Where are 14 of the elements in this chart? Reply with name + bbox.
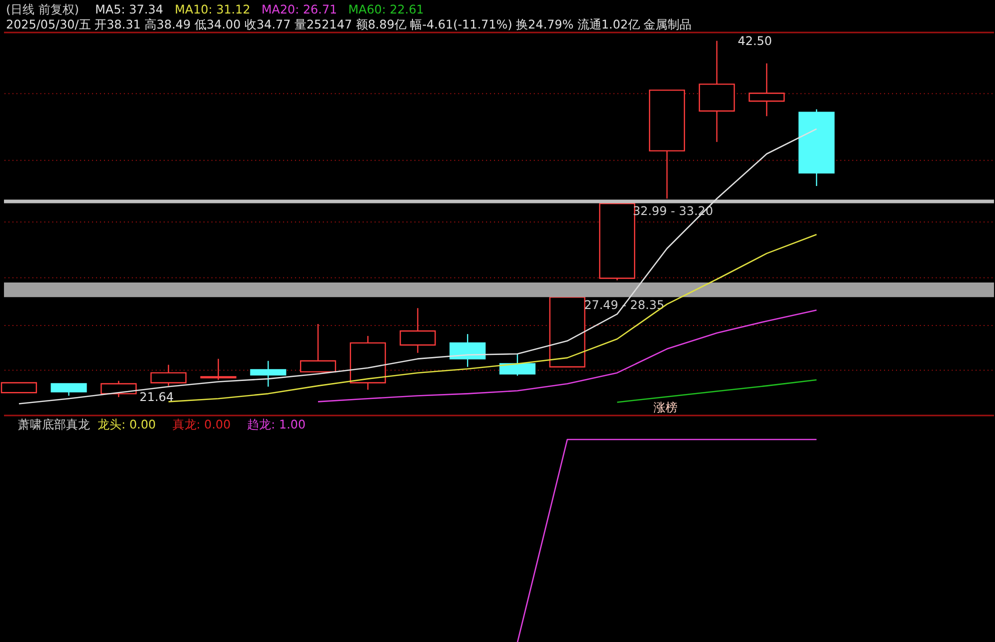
- text: 趋龙: 1.00: [247, 417, 306, 432]
- chart-subtitle: 2025/05/30/五 开38.31 高38.49 低34.00 收34.77 量252147 额8.89亿 幅-4.61(-11.71%) 换24.79% 流通1.02亿 金属制品: [6, 17, 692, 32]
- text: MA60: 22.61: [348, 2, 424, 17]
- annotation: 42.50: [738, 34, 772, 48]
- text: MA5: 37.34: [95, 2, 164, 17]
- annotation: 21.64: [140, 390, 174, 404]
- chart-title: 萧啸底部真龙: [18, 417, 90, 432]
- text: 龙头: 0.00: [98, 417, 156, 432]
- text: MA20: 26.71: [261, 2, 338, 17]
- text: MA10: 31.12: [174, 2, 250, 17]
- annotation: 涨榜: [654, 400, 678, 415]
- text: 真龙: 0.00: [172, 417, 231, 432]
- candlestick: [200, 358, 236, 380]
- chart-title: (日线 前复权): [6, 2, 80, 17]
